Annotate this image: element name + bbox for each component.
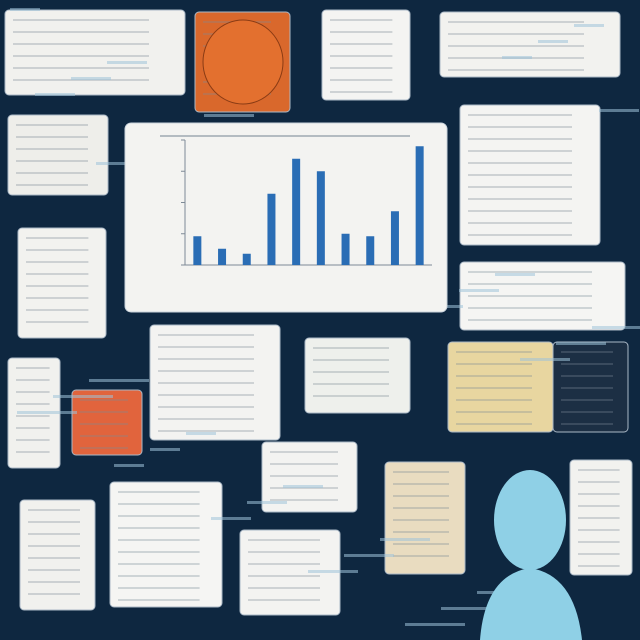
decor — [4, 8, 640, 640]
caption-strip — [35, 93, 75, 96]
panel — [7, 114, 109, 196]
panel — [4, 9, 186, 96]
panel — [304, 337, 411, 414]
caption-strip — [538, 40, 568, 43]
caption-strip — [599, 109, 639, 112]
caption-strip — [556, 342, 606, 345]
panel — [71, 389, 143, 456]
bar — [366, 236, 375, 265]
panel — [552, 341, 629, 433]
caption-strip — [380, 538, 430, 541]
bar — [316, 171, 325, 265]
caption-strip — [89, 379, 149, 382]
bar — [292, 158, 301, 265]
caption-strip — [71, 77, 111, 80]
silhouette-head — [494, 470, 566, 570]
caption-strip — [283, 485, 323, 488]
bar — [415, 146, 424, 265]
caption-strip — [247, 501, 287, 504]
bar — [390, 211, 399, 265]
silhouette-body — [480, 568, 582, 640]
caption-strip — [150, 448, 180, 451]
caption-strip — [53, 395, 113, 398]
orange-blob — [202, 19, 284, 105]
panel — [321, 9, 411, 101]
caption-strip — [10, 8, 40, 11]
caption-strip — [204, 114, 254, 117]
caption-strip — [107, 61, 147, 64]
panel — [384, 461, 466, 575]
bar — [341, 233, 350, 265]
caption-strip — [441, 607, 501, 610]
caption-strip — [574, 24, 604, 27]
caption-strip — [17, 411, 77, 414]
caption-strip — [186, 432, 216, 435]
caption-strip — [459, 289, 499, 292]
bar — [218, 248, 227, 265]
panel — [439, 11, 621, 78]
caption-strip — [344, 554, 394, 557]
panel — [261, 441, 358, 513]
caption-strip — [405, 623, 465, 626]
caption-strip — [211, 517, 251, 520]
caption-strip — [96, 162, 146, 165]
bar — [193, 236, 202, 265]
caption-strip — [592, 326, 640, 329]
panel — [447, 341, 554, 433]
bar — [242, 253, 251, 265]
caption-strip — [114, 464, 144, 467]
bar — [267, 193, 276, 265]
caption-strip — [520, 358, 570, 361]
caption-strip — [495, 273, 535, 276]
caption-strip — [502, 56, 532, 59]
chart — [160, 135, 432, 266]
caption-strip — [308, 570, 358, 573]
